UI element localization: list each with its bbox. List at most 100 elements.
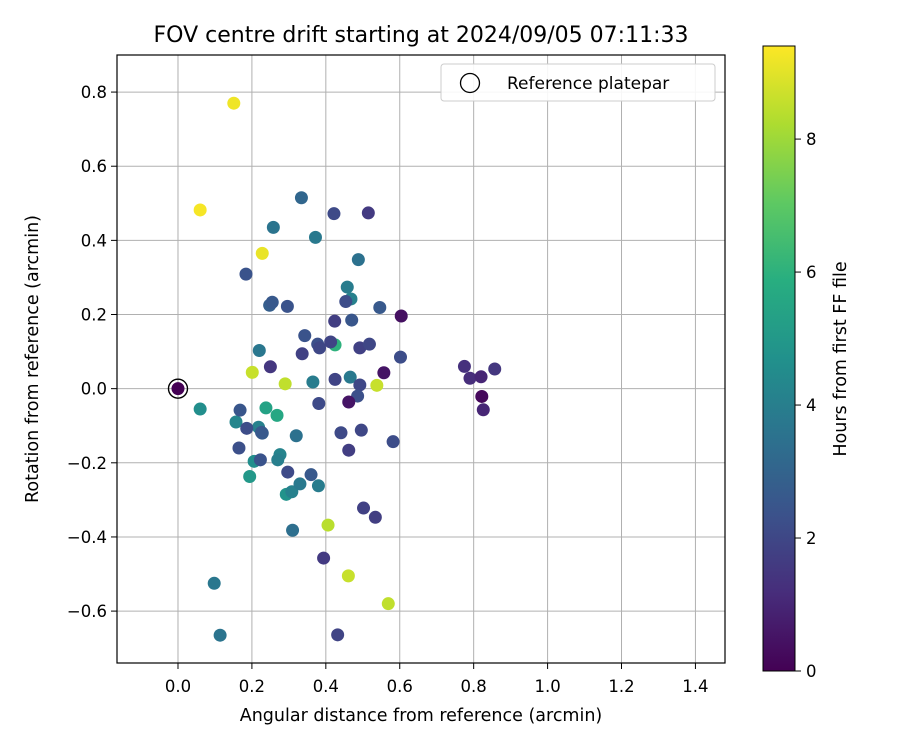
data-point: [377, 366, 391, 380]
data-point: [476, 403, 490, 417]
data-point: [263, 360, 277, 374]
data-point: [324, 335, 338, 349]
data-point: [373, 300, 387, 314]
data-point: [243, 470, 257, 484]
data-point: [306, 375, 320, 389]
x-tick-label: 1.2: [608, 677, 634, 696]
reference-marker: [167, 378, 189, 399]
data-point: [342, 395, 356, 409]
colorbar: 0 2 4 6 8 Hours from first FF file: [762, 45, 851, 681]
y-axis-label: Rotation from reference (arcmin): [23, 215, 43, 503]
grid-lines: [117, 55, 725, 663]
y-tick-label: 0.0: [81, 380, 107, 399]
colorbar-tick-label: 4: [806, 396, 817, 415]
data-point: [293, 477, 307, 491]
data-point: [463, 371, 477, 385]
x-axis-ticks: 0.0 0.2 0.4 0.6 0.8 1.0 1.2 1.4: [165, 663, 709, 696]
data-point: [193, 203, 207, 217]
data-point: [308, 230, 322, 244]
data-point: [341, 569, 355, 583]
data-point: [313, 341, 327, 355]
data-point: [253, 453, 267, 467]
y-tick-label: −0.2: [67, 454, 107, 473]
y-tick-label: 0.6: [81, 157, 107, 176]
colorbar-tick-label: 6: [806, 263, 817, 282]
data-point: [239, 267, 253, 281]
data-point: [368, 510, 382, 524]
data-point: [298, 329, 312, 343]
data-point: [357, 501, 371, 515]
data-point: [351, 253, 365, 267]
data-point: [339, 295, 353, 309]
y-tick-label: −0.4: [67, 528, 107, 547]
y-tick-label: 0.8: [81, 83, 107, 102]
data-point: [474, 370, 488, 384]
data-point: [386, 435, 400, 449]
chart-title: FOV centre drift starting at 2024/09/05 …: [154, 23, 689, 48]
data-point: [343, 370, 357, 384]
x-axis-label: Angular distance from reference (arcmin): [240, 706, 603, 726]
data-point: [265, 295, 279, 309]
data-point: [229, 415, 243, 429]
legend-box: [440, 63, 716, 102]
colorbar-ticks: 0 2 4 6 8: [795, 130, 817, 681]
data-point: [271, 453, 285, 467]
data-point: [255, 246, 269, 260]
colorbar-tick-label: 8: [806, 130, 817, 149]
data-point: [227, 96, 241, 110]
data-point: [362, 337, 376, 351]
colorbar-label: Hours from first FF file: [831, 261, 851, 456]
data-point: [354, 423, 368, 437]
y-tick-label: 0.4: [81, 231, 107, 250]
data-point: [342, 443, 356, 457]
data-point: [294, 191, 308, 205]
data-point: [266, 220, 280, 234]
data-point: [232, 441, 246, 455]
data-point: [207, 576, 221, 590]
legend-reference-marker: [459, 72, 481, 94]
data-point: [340, 280, 354, 294]
data-point: [240, 421, 254, 435]
data-point: [381, 597, 395, 611]
data-point: [321, 518, 335, 532]
data-point: [353, 378, 367, 392]
data-point: [457, 359, 471, 373]
x-tick-label: 0.8: [461, 677, 487, 696]
legend-entry-reference: Reference platepar: [507, 74, 669, 94]
x-tick-label: 0.0: [165, 677, 191, 696]
data-point: [475, 389, 489, 403]
data-point: [281, 465, 295, 479]
data-point: [259, 401, 273, 415]
x-tick-label: 0.2: [239, 677, 265, 696]
data-point: [233, 403, 247, 417]
data-point: [488, 362, 502, 376]
data-point: [213, 628, 227, 642]
data-point: [331, 628, 345, 642]
data-points: [193, 96, 502, 642]
data-point: [289, 429, 303, 443]
data-point: [255, 425, 269, 439]
data-point: [270, 408, 284, 422]
x-tick-label: 1.4: [682, 677, 708, 696]
data-point: [285, 485, 299, 499]
data-point: [361, 206, 375, 220]
data-point: [394, 309, 408, 323]
colorbar-gradient: [762, 45, 796, 672]
y-tick-label: −0.6: [67, 602, 107, 621]
data-point: [304, 468, 318, 482]
y-tick-label: 0.2: [81, 306, 107, 325]
data-point: [278, 377, 292, 391]
data-point: [286, 523, 300, 537]
data-point: [393, 350, 407, 364]
data-point: [370, 378, 384, 392]
data-point: [252, 343, 266, 357]
data-point: [317, 551, 331, 565]
data-point: [311, 479, 325, 493]
reference-marker-group: [167, 378, 189, 399]
data-point: [327, 207, 341, 221]
y-axis-ticks: −0.6 −0.4 −0.2 0.0 0.2 0.4 0.6 0.8: [67, 83, 117, 621]
colorbar-tick-label: 2: [806, 529, 817, 548]
data-point: [328, 372, 342, 386]
plot-frame: [116, 54, 726, 664]
